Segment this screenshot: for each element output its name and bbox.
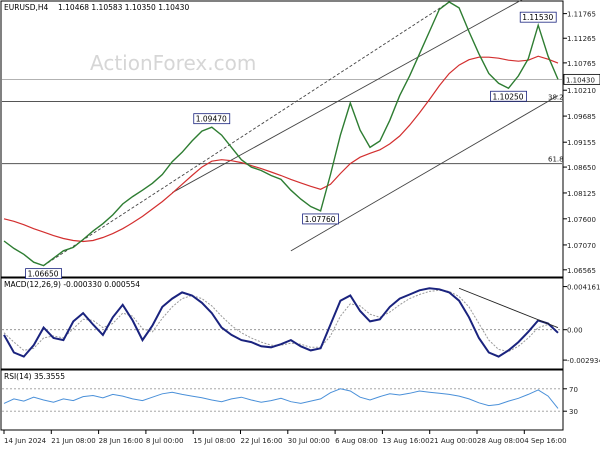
fib-label-1: 61.8 [548, 156, 564, 164]
rsi-ytick-label-0: 70 [569, 386, 578, 394]
main-ytick-label-9: 1.07070 [567, 242, 596, 250]
main-ytick-label-4: 1.09685 [567, 113, 596, 121]
price-label-box-0 [25, 268, 62, 280]
rsi-label: RSI(14) 35.3555 [4, 372, 65, 381]
price-label-box-5 [490, 90, 527, 102]
main-ytick-label-2: 1.10765 [567, 60, 596, 68]
price-label-box-2 [302, 213, 339, 225]
xtick-label-4: 15 Jul 08:00 [193, 437, 235, 445]
xtick-label-11: 4 Sep 16:00 [524, 437, 566, 445]
xtick-label-8: 13 Aug 16:00 [382, 437, 429, 445]
x-axis-ticks: 14 Jun 2024 21 Jun 08:00 28 Jun 16:00 8 Jul… [3, 430, 567, 445]
rsi-panel [0, 369, 564, 431]
price-label-box-4 [519, 11, 557, 23]
main-ytick-label-3: 1.10210 [567, 87, 596, 95]
xtick-label-7: 6 Aug 08:00 [335, 437, 378, 445]
macd-label: MACD(12,26,9) -0.000330 0.000554 [4, 280, 140, 289]
trend-dashed-line [43, 1, 450, 267]
main-ytick-label-8: 1.07600 [567, 216, 596, 224]
price-label-2: 1.07760 [305, 215, 336, 224]
rsi-ytick-label-1: 30 [569, 408, 578, 416]
guide-lines: 38.2 61.8 [2, 0, 564, 267]
main-ytick-label-1: 1.11265 [567, 35, 596, 43]
main-ytick-label-10: 1.06565 [567, 267, 596, 275]
price-label-1: 1.09470 [196, 115, 227, 124]
current-price-tag [563, 73, 600, 85]
price-label-0: 1.06650 [28, 270, 59, 279]
macd-plot [2, 287, 562, 358]
macd-line [3, 287, 559, 358]
main-ytick-label-6: 1.08650 [567, 164, 596, 172]
rsi-plot [2, 388, 562, 412]
price-label-box-1 [193, 113, 231, 125]
channel-upper-line [171, 0, 523, 194]
current-price-tag-label: 1.10430 [566, 76, 595, 84]
macd-panel [0, 277, 564, 370]
header-ohlc: 1.10468 1.10583 1.10350 1.10430 [58, 3, 189, 12]
price-label-4: 1.11530 [522, 13, 553, 22]
xtick-label-6: 30 Jul 00:00 [288, 437, 330, 445]
main-ytick-label-5: 1.09155 [567, 139, 596, 147]
xtick-label-3: 8 Jul 00:00 [146, 437, 184, 445]
main-ytick-label-7: 1.08125 [567, 190, 596, 198]
macd-ytick-label-0: 0.004161 [567, 284, 600, 292]
main-ytick-label-0: 1.11765 [567, 11, 596, 19]
header-symbol: EURUSD,H4 [4, 3, 48, 12]
xtick-label-10: 28 Aug 08:00 [477, 437, 524, 445]
y-axis-ticks: 1.11765 1.11265 1.10765 1.10210 1.09685 1.091… [563, 11, 600, 416]
sma-line [3, 55, 559, 243]
xtick-label-5: 22 Jul 16:00 [241, 437, 283, 445]
main-price-plot: 1.066501.094701.077601.120001.115301.102… [3, 1, 559, 280]
macd-trend-line [458, 287, 559, 329]
price-line [3, 1, 559, 267]
xtick-label-9: 21 Aug 00:00 [430, 437, 477, 445]
xtick-label-0: 14 Jun 2024 [4, 437, 47, 445]
fib-label-0: 38.2 [548, 94, 564, 102]
xtick-label-2: 28 Jun 16:00 [99, 437, 143, 445]
macd-ytick-label-2: -0.002934 [567, 357, 600, 365]
xtick-label-1: 21 Jun 08:00 [51, 437, 95, 445]
macd-ytick-label-1: 0.00 [567, 327, 583, 335]
main-panel [0, 0, 564, 278]
channel-lower-line [290, 95, 559, 252]
price-label-5: 1.10250 [493, 92, 524, 101]
rsi-line [3, 388, 559, 409]
watermark: ActionForex.com [90, 51, 256, 75]
macd-signal-line [3, 289, 559, 353]
